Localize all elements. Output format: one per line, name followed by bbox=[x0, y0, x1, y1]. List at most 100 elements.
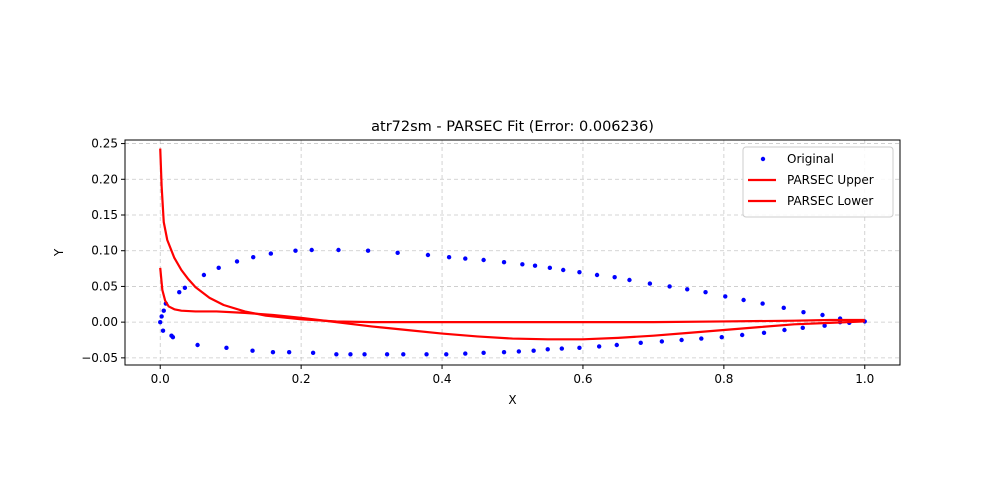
scatter-point bbox=[723, 294, 728, 299]
legend-label-original: Original bbox=[787, 152, 834, 166]
scatter-point bbox=[659, 339, 665, 344]
x-tick-label: 0.0 bbox=[151, 372, 170, 386]
scatter-point bbox=[547, 265, 553, 271]
scatter-point bbox=[182, 285, 188, 291]
scatter-point bbox=[234, 259, 240, 264]
scatter-point bbox=[577, 269, 582, 275]
legend-label-parsec-upper: PARSEC Upper bbox=[787, 173, 874, 187]
x-tick-label: 0.8 bbox=[714, 372, 733, 386]
legend-marker-original bbox=[760, 156, 766, 162]
scatter-point bbox=[362, 352, 367, 357]
scatter-point bbox=[195, 342, 200, 348]
x-axis-label: X bbox=[508, 393, 516, 407]
scatter-point bbox=[647, 281, 653, 286]
scatter-point bbox=[251, 254, 256, 260]
scatter-point bbox=[520, 262, 525, 267]
scatter-point bbox=[820, 312, 825, 318]
scatter-point bbox=[801, 309, 806, 315]
y-axis-label: Y bbox=[52, 248, 66, 257]
y-tick-label: 0.15 bbox=[91, 208, 118, 222]
series-line-parsec-upper bbox=[159, 148, 865, 324]
scatter-point bbox=[160, 328, 166, 333]
scatter-point bbox=[760, 301, 765, 306]
scatter-point bbox=[739, 332, 745, 338]
scatter-point bbox=[348, 352, 353, 357]
legend-box bbox=[742, 146, 894, 218]
scatter-point bbox=[800, 325, 805, 331]
legend-label-parsec-lower: PARSEC Lower bbox=[787, 194, 873, 208]
scatter-point bbox=[719, 334, 724, 340]
scatter-point bbox=[270, 349, 276, 355]
scatter-point bbox=[224, 345, 229, 351]
scatter-point bbox=[782, 327, 787, 333]
scatter-point bbox=[679, 337, 684, 343]
x-tick-label: 0.6 bbox=[573, 372, 592, 386]
scatter-point bbox=[545, 347, 550, 352]
scatter-point bbox=[667, 284, 672, 289]
scatter-point bbox=[699, 336, 704, 341]
scatter-point bbox=[612, 274, 617, 280]
scatter-point bbox=[627, 277, 632, 283]
scatter-point bbox=[201, 272, 207, 278]
scatter-point bbox=[781, 305, 786, 311]
scatter-point bbox=[444, 352, 449, 357]
scatter-point bbox=[365, 248, 371, 253]
scatter-point bbox=[216, 265, 221, 271]
scatter-point bbox=[561, 267, 566, 273]
x-axis-ticks: 0.0 0.2 0.4 0.6 0.8 1.0 bbox=[151, 365, 874, 386]
x-tick-label: 0.4 bbox=[432, 372, 451, 386]
y-tick-label: 0.25 bbox=[91, 137, 118, 151]
scatter-point bbox=[336, 247, 341, 253]
plot-area bbox=[158, 148, 867, 357]
y-axis-ticks: −0.05 0.00 0.05 0.10 0.15 0.20 0.25 bbox=[81, 137, 125, 365]
scatter-point bbox=[531, 348, 536, 353]
scatter-point bbox=[596, 344, 602, 349]
scatter-point bbox=[268, 251, 274, 256]
scatter-point bbox=[463, 351, 468, 356]
x-tick-label: 0.2 bbox=[292, 372, 311, 386]
y-tick-label: 0.20 bbox=[91, 172, 118, 186]
y-tick-label: 0.10 bbox=[91, 244, 118, 258]
scatter-point bbox=[481, 350, 486, 356]
scatter-point bbox=[159, 314, 164, 319]
scatter-point bbox=[158, 319, 163, 325]
scatter-point bbox=[685, 287, 690, 292]
scatter-point bbox=[425, 252, 431, 258]
scatter-point bbox=[761, 330, 767, 336]
scatter-point bbox=[395, 250, 400, 256]
scatter-point bbox=[424, 352, 429, 357]
axes-frame bbox=[124, 139, 901, 366]
y-tick-label: −0.05 bbox=[81, 351, 118, 365]
legend: Original PARSEC Upper PARSEC Lower bbox=[742, 146, 894, 218]
scatter-point bbox=[170, 334, 176, 340]
scatter-point bbox=[177, 289, 182, 295]
scatter-point bbox=[250, 348, 255, 353]
scatter-point bbox=[559, 346, 565, 351]
scatter-point bbox=[384, 352, 390, 357]
scatter-point bbox=[741, 297, 746, 303]
scatter-point bbox=[594, 272, 600, 278]
scatter-point bbox=[309, 247, 314, 253]
y-tick-label: 0.00 bbox=[91, 315, 118, 329]
scatter-point bbox=[703, 289, 708, 295]
y-tick-label: 0.05 bbox=[91, 279, 118, 293]
scatter-point bbox=[638, 340, 643, 346]
scatter-point bbox=[516, 349, 522, 354]
series-line-parsec-lower bbox=[159, 267, 865, 341]
scatter-point bbox=[577, 345, 582, 351]
scatter-point bbox=[501, 259, 507, 265]
scatter-point bbox=[463, 256, 468, 261]
scatter-point bbox=[446, 254, 452, 260]
scatter-point bbox=[822, 323, 827, 328]
scatter-point bbox=[293, 248, 298, 253]
scatter-point bbox=[501, 349, 507, 355]
scatter-point bbox=[161, 308, 166, 313]
scatter-point bbox=[286, 349, 292, 355]
scatter-point bbox=[401, 352, 406, 357]
scatter-point bbox=[334, 352, 339, 357]
scatter-point bbox=[481, 257, 486, 263]
chart-title: atr72sm - PARSEC Fit (Error: 0.006236) bbox=[371, 119, 654, 135]
scatter-point bbox=[614, 342, 619, 348]
x-tick-label: 1.0 bbox=[855, 372, 874, 386]
